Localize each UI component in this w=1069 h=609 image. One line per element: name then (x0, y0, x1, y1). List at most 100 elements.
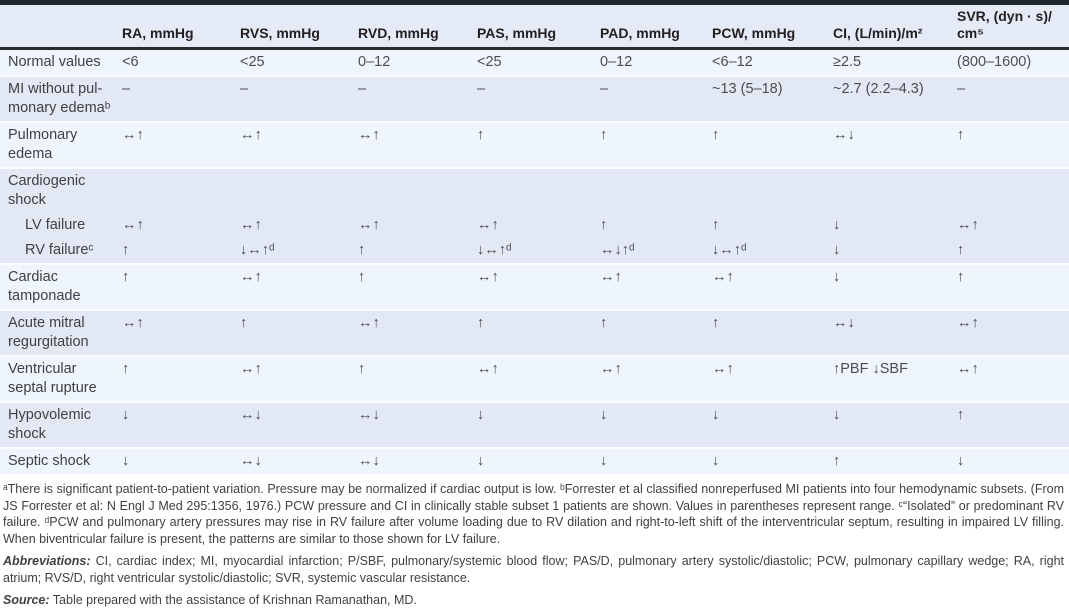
table-cell: ↑ (240, 315, 248, 331)
table-cell: ↑ (712, 315, 720, 331)
table-row: Cardiac tamponade ↑ ↔↑ ↑ ↔↑ ↔↑ ↔↑ ↓ ↑ (0, 264, 1069, 310)
table-cell: – (600, 81, 609, 97)
table-cell: ↔↓ (358, 453, 380, 469)
row-label: MI without pul- monary edemaᵇ (8, 81, 111, 116)
table-cell: ↑ (600, 315, 608, 331)
table-cell: 0–12 (600, 54, 633, 70)
table-cell: ↔↑ (240, 361, 262, 377)
table-cell: ↑ (957, 269, 965, 285)
table-cell: ↑ (358, 269, 366, 285)
row-label: Normal values (8, 54, 101, 70)
page-top-bar (0, 0, 1069, 5)
table-cell: ↓ (122, 453, 130, 469)
row-label: Pulmonary edema (8, 127, 78, 162)
table-row: Pulmonary edema ↔↑ ↔↑ ↔↑ ↑ ↑ ↑ ↔↓ ↑ (0, 122, 1069, 168)
header-rvd: RVD, mmHg (354, 5, 473, 50)
row-label: Septic shock (8, 453, 91, 469)
table-body: Normal values <6 <25 0–12 <25 0–12 <6–12 ≥2.5 (8… (0, 48, 1069, 474)
table-cell: ↓ (477, 407, 485, 423)
table-cell: ↓ (600, 453, 608, 469)
source-text: Table prepared with the assistance of Kr… (49, 593, 417, 607)
source-label: Source: (3, 593, 50, 607)
table-row: LV failure ↔↑ ↔↑ ↔↑ ↔↑ ↑ ↑ ↓ ↔↑ (0, 213, 1069, 238)
table-cell: (800–1600) (957, 54, 1032, 70)
table-cell (118, 168, 236, 213)
table-cell: ↓↔↑ᵈ (712, 242, 747, 258)
table-cell: ↓ (712, 453, 720, 469)
table-cell: ↔↓ (358, 407, 380, 423)
table-row: Ventricular septal rupture ↑ ↔↑ ↑ ↔↑ ↔↑ ↔↑ ↑PBF… (0, 356, 1069, 402)
table-cell: 0–12 (358, 54, 391, 70)
row-label: RV failureᶜ (25, 242, 94, 258)
table-cell: ↓ (712, 407, 720, 423)
table-cell (354, 168, 473, 213)
table-cell: ↔↓ (240, 407, 262, 423)
footnotes: ᵃThere is significant patient-to-patient… (3, 482, 1064, 546)
abbreviations-label: Abbreviations: (3, 554, 91, 568)
header-ci: CI, (L/min)/m² (829, 5, 953, 50)
table-cell: ↔↑ (358, 315, 380, 331)
table-cell: ↓ (833, 407, 841, 423)
table-cell: ↓ (600, 407, 608, 423)
header-pad: PAD, mmHg (596, 5, 708, 50)
table-cell (829, 168, 953, 213)
table-cell: ↓↔↑ᵈ (477, 242, 512, 258)
table-cell: ↑ (358, 361, 366, 377)
table-cell: <6 (122, 54, 139, 70)
row-label: LV failure (25, 217, 86, 233)
table-cell: ↔↓ (833, 127, 855, 143)
table-cell: – (122, 81, 131, 97)
table-cell: ↔↑ (957, 217, 979, 233)
table-cell: ↓↔↑ᵈ (240, 242, 275, 258)
table-cell: ↔↑ (957, 315, 979, 331)
table-cell: ↔↑ (477, 217, 499, 233)
table-cell: ↔↑ (122, 127, 144, 143)
table-cell: ↔↑ (600, 361, 622, 377)
table-cell: ↔↑ (240, 127, 262, 143)
table-cell: <25 (240, 54, 265, 70)
table-row: Hypovolemic shock ↓ ↔↓ ↔↓ ↓ ↓ ↓ ↓ ↑ (0, 402, 1069, 448)
table-cell: ↑ (122, 361, 130, 377)
table-cell: ↔↑ (712, 361, 734, 377)
table-cell: <25 (477, 54, 502, 70)
table-cell: ↓ (833, 269, 841, 285)
row-label: Cardiac tamponade (8, 269, 81, 304)
row-label: Hypovolemic shock (8, 407, 91, 442)
table-notes: ᵃThere is significant patient-to-patient… (0, 474, 1069, 609)
header-pcw: PCW, mmHg (708, 5, 829, 50)
table-cell: ↔↓ (833, 315, 855, 331)
table-cell: ↔↑ (600, 269, 622, 285)
table-cell: – (240, 81, 249, 97)
table-cell: ↑ (477, 127, 485, 143)
table-cell: ↑ (957, 242, 965, 258)
table-cell (236, 168, 354, 213)
table-cell (708, 168, 829, 213)
table-row: Normal values <6 <25 0–12 <25 0–12 <6–12 ≥2.5 (8… (0, 48, 1069, 76)
header-row: RA, mmHg RVS, mmHg RVD, mmHg PAS, mmHg P… (0, 5, 1069, 50)
table-cell: – (957, 81, 966, 97)
header-svr: SVR, (dyn · s)/ cm⁵ (953, 5, 1069, 50)
table-cell: ↑ (600, 217, 608, 233)
table-cell (596, 168, 708, 213)
table-cell: ↔↑ (477, 269, 499, 285)
table-cell: ↓ (833, 242, 841, 258)
header-row-label-col (0, 5, 118, 50)
header-rvs: RVS, mmHg (236, 5, 354, 50)
table-cell: ↓ (122, 407, 130, 423)
table-cell: ↔↑ (358, 217, 380, 233)
table-cell: ↔↑ (477, 361, 499, 377)
table-row: MI without pul- monary edemaᵇ – – – – – ~13 (5… (0, 76, 1069, 122)
abbreviations-text: CI, cardiac index; MI, myocardial infarc… (3, 554, 1064, 585)
source: Source: Table prepared with the assistan… (3, 592, 1064, 609)
table-row: Acute mitral regurgitation ↔↑ ↑ ↔↑ ↑ ↑ ↑ ↔↓ ↔↑ (0, 310, 1069, 356)
table-cell: – (358, 81, 367, 97)
table-cell: ↑ (477, 315, 485, 331)
row-label: Ventricular septal rupture (8, 361, 97, 396)
hemodynamics-table: RA, mmHg RVS, mmHg RVD, mmHg PAS, mmHg P… (0, 5, 1069, 474)
table-cell: ↔↑ (358, 127, 380, 143)
table-cell: ↔↑ (240, 217, 262, 233)
table-cell: ↑PBF ↓SBF (833, 361, 908, 377)
table-cell: ↔↑ (240, 269, 262, 285)
row-label: Acute mitral regurgitation (8, 315, 89, 350)
table-cell: ↓ (477, 453, 485, 469)
